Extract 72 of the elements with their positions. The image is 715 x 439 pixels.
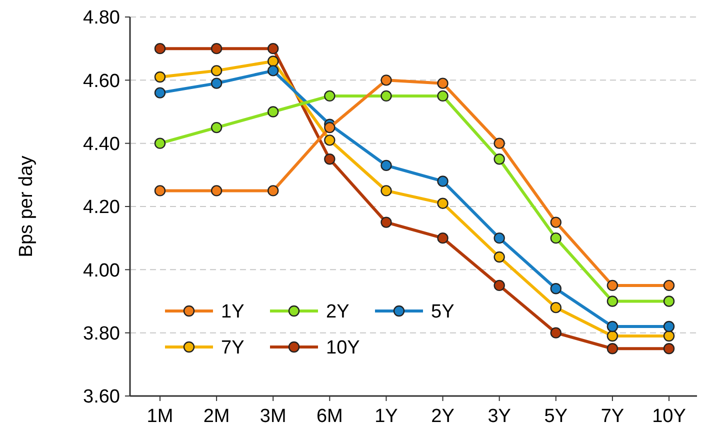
x-tick-label: 3Y — [488, 406, 512, 427]
point — [437, 232, 448, 244]
point — [210, 185, 222, 196]
point — [324, 134, 336, 146]
point — [154, 71, 166, 83]
y-tick-label: 4.80 — [83, 8, 120, 29]
point — [663, 330, 675, 342]
point — [606, 343, 618, 354]
point — [268, 185, 279, 196]
point — [606, 296, 618, 307]
x-tick-label: 3M — [260, 406, 286, 427]
x-tick-label: 7Y — [600, 406, 624, 427]
point — [663, 280, 675, 292]
point — [154, 42, 166, 54]
x-tick-label: 6M — [316, 406, 343, 427]
y-tick-label: 4.00 — [83, 260, 120, 282]
point — [324, 154, 336, 165]
point — [494, 251, 505, 263]
y-tick-label: 4.60 — [83, 70, 120, 92]
y-tick-label: 4.40 — [83, 134, 120, 155]
point — [494, 154, 505, 165]
y-tick-label: 3.60 — [83, 386, 120, 408]
legend-label: 7Y — [221, 338, 245, 359]
point — [210, 65, 222, 76]
point — [606, 320, 618, 332]
point — [154, 138, 166, 149]
point — [494, 280, 505, 292]
point — [154, 185, 166, 196]
point — [210, 78, 222, 89]
point — [380, 74, 392, 86]
point — [380, 160, 392, 172]
point — [380, 90, 392, 102]
point — [437, 198, 448, 209]
point — [550, 216, 562, 228]
point — [550, 327, 562, 338]
point — [210, 42, 222, 54]
point — [380, 216, 392, 228]
legend-label: 10Y — [326, 338, 360, 359]
point — [268, 65, 279, 76]
x-tick-label: 10Y — [652, 406, 686, 427]
point — [268, 106, 279, 118]
point — [437, 78, 448, 89]
point — [663, 343, 675, 354]
point — [606, 280, 618, 292]
point — [437, 90, 448, 102]
point — [380, 185, 392, 196]
x-tick-label: 1Y — [374, 406, 398, 427]
point — [550, 302, 562, 314]
x-tick-label: 1M — [146, 406, 174, 427]
point — [663, 296, 675, 307]
point — [210, 122, 222, 134]
y-axis-title: Bps per day — [16, 155, 37, 258]
point — [494, 232, 505, 244]
y-tick-label: 4.20 — [83, 197, 120, 218]
point — [268, 42, 279, 54]
point — [437, 176, 448, 187]
point — [606, 330, 618, 342]
legend-label: 2Y — [326, 302, 350, 323]
y-tick-label: 3.80 — [83, 323, 120, 344]
point — [550, 283, 562, 294]
x-tick-label: 2M — [203, 406, 230, 427]
point — [268, 56, 279, 67]
point — [324, 90, 336, 102]
legend-label: 5Y — [431, 302, 455, 323]
x-tick-label: 2Y — [431, 406, 455, 427]
point — [663, 320, 675, 332]
point — [494, 138, 505, 149]
point — [154, 87, 166, 98]
point — [550, 232, 562, 244]
point — [324, 122, 336, 134]
x-tick-label: 5Y — [544, 406, 568, 427]
legend-label: 1Y — [221, 302, 245, 323]
